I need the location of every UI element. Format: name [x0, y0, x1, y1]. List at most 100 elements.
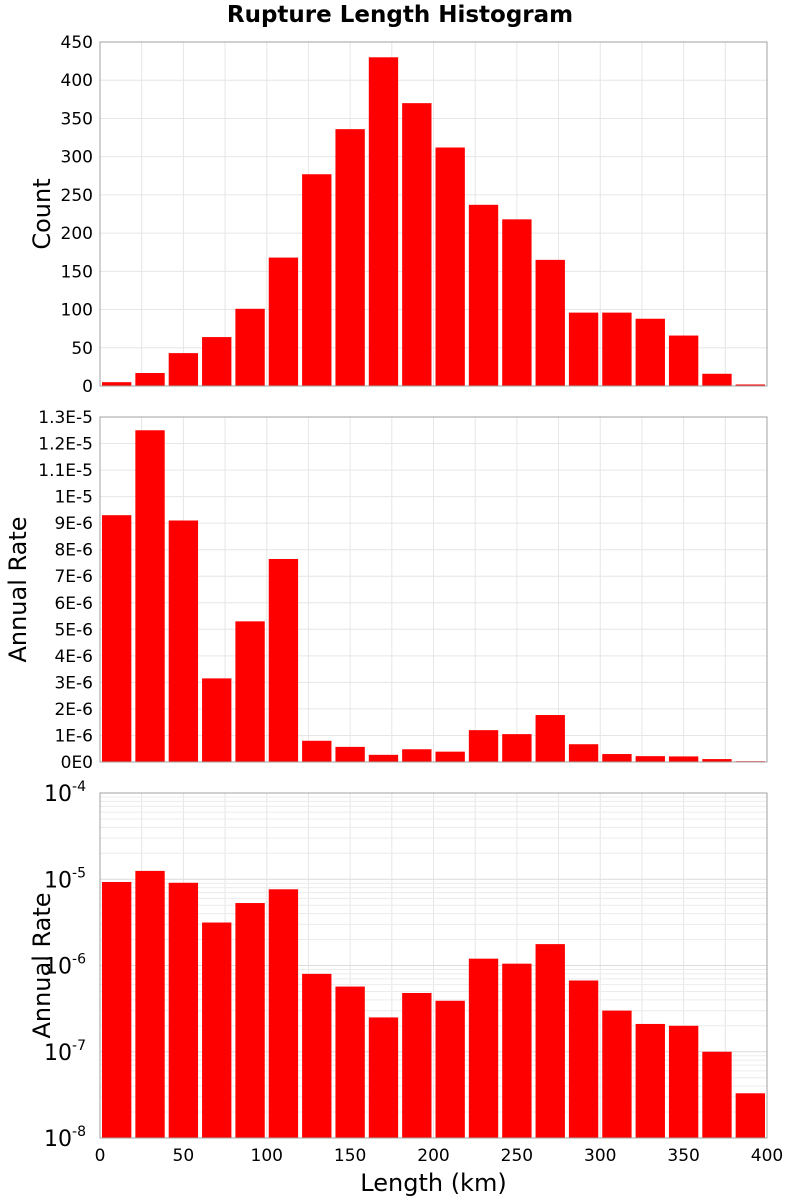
y-tick-label: 8E-6 — [54, 541, 93, 561]
y-tick-label: 350 — [61, 109, 93, 129]
count-panel: 0 50 100 150 200 250 300 350 400 450 Count — [28, 33, 768, 397]
histogram-bar — [335, 129, 365, 386]
histogram-bar — [568, 312, 599, 386]
histogram-bar — [402, 992, 432, 1138]
plot-frame — [99, 41, 768, 387]
x-tick-label: 100 — [251, 1146, 283, 1166]
y-tick-label: 200 — [61, 224, 93, 244]
x-tick-label: 300 — [584, 1146, 616, 1166]
histogram-bar — [635, 318, 665, 386]
histogram-bar — [368, 754, 399, 762]
histogram-bar — [202, 678, 232, 762]
y-tick-label: 100 — [61, 301, 93, 321]
histogram-bar — [702, 759, 732, 762]
x-tick-label: 0 — [95, 1146, 106, 1166]
histogram-bar — [135, 373, 165, 386]
x-tick-label: 200 — [417, 1146, 449, 1166]
histogram-bar — [502, 963, 532, 1138]
x-tick-label: 400 — [751, 1146, 783, 1166]
histogram-bar — [402, 749, 432, 762]
histogram-bar — [235, 308, 265, 386]
histogram-bar — [302, 174, 332, 386]
chart-title: Rupture Length Histogram — [226, 2, 574, 28]
histogram-bar — [568, 980, 599, 1138]
histogram-bar — [335, 746, 365, 762]
histogram-bar — [335, 986, 365, 1138]
histogram-bar — [535, 944, 565, 1138]
x-tick-label: 150 — [334, 1146, 366, 1166]
histogram-bar — [235, 621, 265, 762]
histogram-bar — [435, 1000, 465, 1138]
histogram-bar — [102, 382, 132, 386]
y-tick-label: 7E-6 — [54, 567, 93, 587]
y-tick-label: 1E-6 — [54, 726, 93, 746]
y-tick-label: 150 — [61, 262, 93, 282]
histogram-bar — [602, 312, 632, 386]
histogram-bar — [302, 973, 332, 1138]
y-tick-label: 1E-5 — [54, 488, 93, 508]
x-tick-label: 250 — [501, 1146, 533, 1166]
histogram-bar — [635, 1023, 665, 1138]
y-tick-label: 450 — [61, 33, 93, 53]
y-tick-label: 1.3E-5 — [38, 408, 93, 428]
y-axis-label: Annual Rate — [28, 892, 56, 1038]
x-axis-label: Length (km) — [360, 1169, 506, 1197]
histogram-bar — [735, 1093, 765, 1138]
plot-frame — [99, 416, 768, 763]
histogram-bar — [368, 57, 399, 387]
histogram-bar — [568, 744, 599, 762]
histogram-bar — [468, 204, 499, 386]
y-tick-label: 4E-6 — [54, 647, 93, 667]
y-tick-label: 300 — [61, 148, 93, 168]
histogram-bar — [302, 740, 332, 762]
histogram-bar — [235, 903, 265, 1138]
histogram-bar — [668, 756, 699, 762]
histogram-bar — [168, 520, 199, 762]
y-tick-label: 10-8 — [44, 1124, 86, 1152]
y-axis-label: Annual Rate — [4, 516, 32, 662]
histogram-bar — [502, 734, 532, 762]
histogram-bar — [435, 751, 465, 762]
histogram-bar — [468, 730, 499, 762]
y-tick-label: 3E-6 — [54, 673, 93, 693]
histogram-bar — [268, 257, 299, 386]
histogram-bar — [168, 882, 199, 1138]
y-tick-label: 10-6 — [44, 952, 86, 980]
y-tick-label: 50 — [71, 339, 93, 359]
y-tick-label: 5E-6 — [54, 620, 93, 640]
histogram-bar — [602, 1010, 632, 1138]
y-tick-label: 6E-6 — [54, 594, 93, 614]
histogram-bar — [135, 430, 165, 762]
histogram-bar — [402, 103, 432, 387]
histogram-bar — [535, 259, 565, 386]
y-tick-label: 10-4 — [44, 779, 86, 807]
log-rate-panel: 10-8 10-7 10-6 10-5 10-4 Annual Rate 0 50 100 150… — [28, 779, 783, 1197]
y-tick-label: 0 — [82, 377, 93, 397]
histogram-bar — [668, 335, 699, 386]
histogram-bar — [602, 754, 632, 762]
y-tick-label: 250 — [61, 186, 93, 206]
y-tick-label: 9E-6 — [54, 514, 93, 534]
histogram-bar — [102, 515, 132, 762]
histogram-bar — [502, 219, 532, 386]
y-tick-label: 10-7 — [44, 1038, 86, 1066]
histogram-bar — [435, 147, 465, 386]
y-tick-label: 0E0 — [61, 753, 93, 773]
histogram-bar — [102, 881, 132, 1138]
histogram-bar — [202, 337, 232, 386]
linear-rate-panel: 0E0 1E-6 2E-6 3E-6 4E-6 5E-6 6E-6 7E-6 8E-6 9E-6 1… — [4, 408, 768, 773]
histogram-bar — [702, 1051, 732, 1138]
histogram-bar — [368, 1017, 399, 1138]
x-tick-label: 350 — [667, 1146, 699, 1166]
y-tick-label: 1.1E-5 — [38, 461, 93, 481]
y-tick-label: 400 — [61, 71, 93, 91]
histogram-bar — [668, 1025, 699, 1138]
histogram-bar — [702, 373, 732, 386]
histogram-bar — [735, 384, 765, 386]
histogram-bar — [168, 353, 199, 386]
x-tick-label: 50 — [173, 1146, 195, 1166]
histogram-bar — [635, 756, 665, 762]
histogram-bar — [468, 958, 499, 1138]
histogram-bar — [535, 715, 565, 762]
